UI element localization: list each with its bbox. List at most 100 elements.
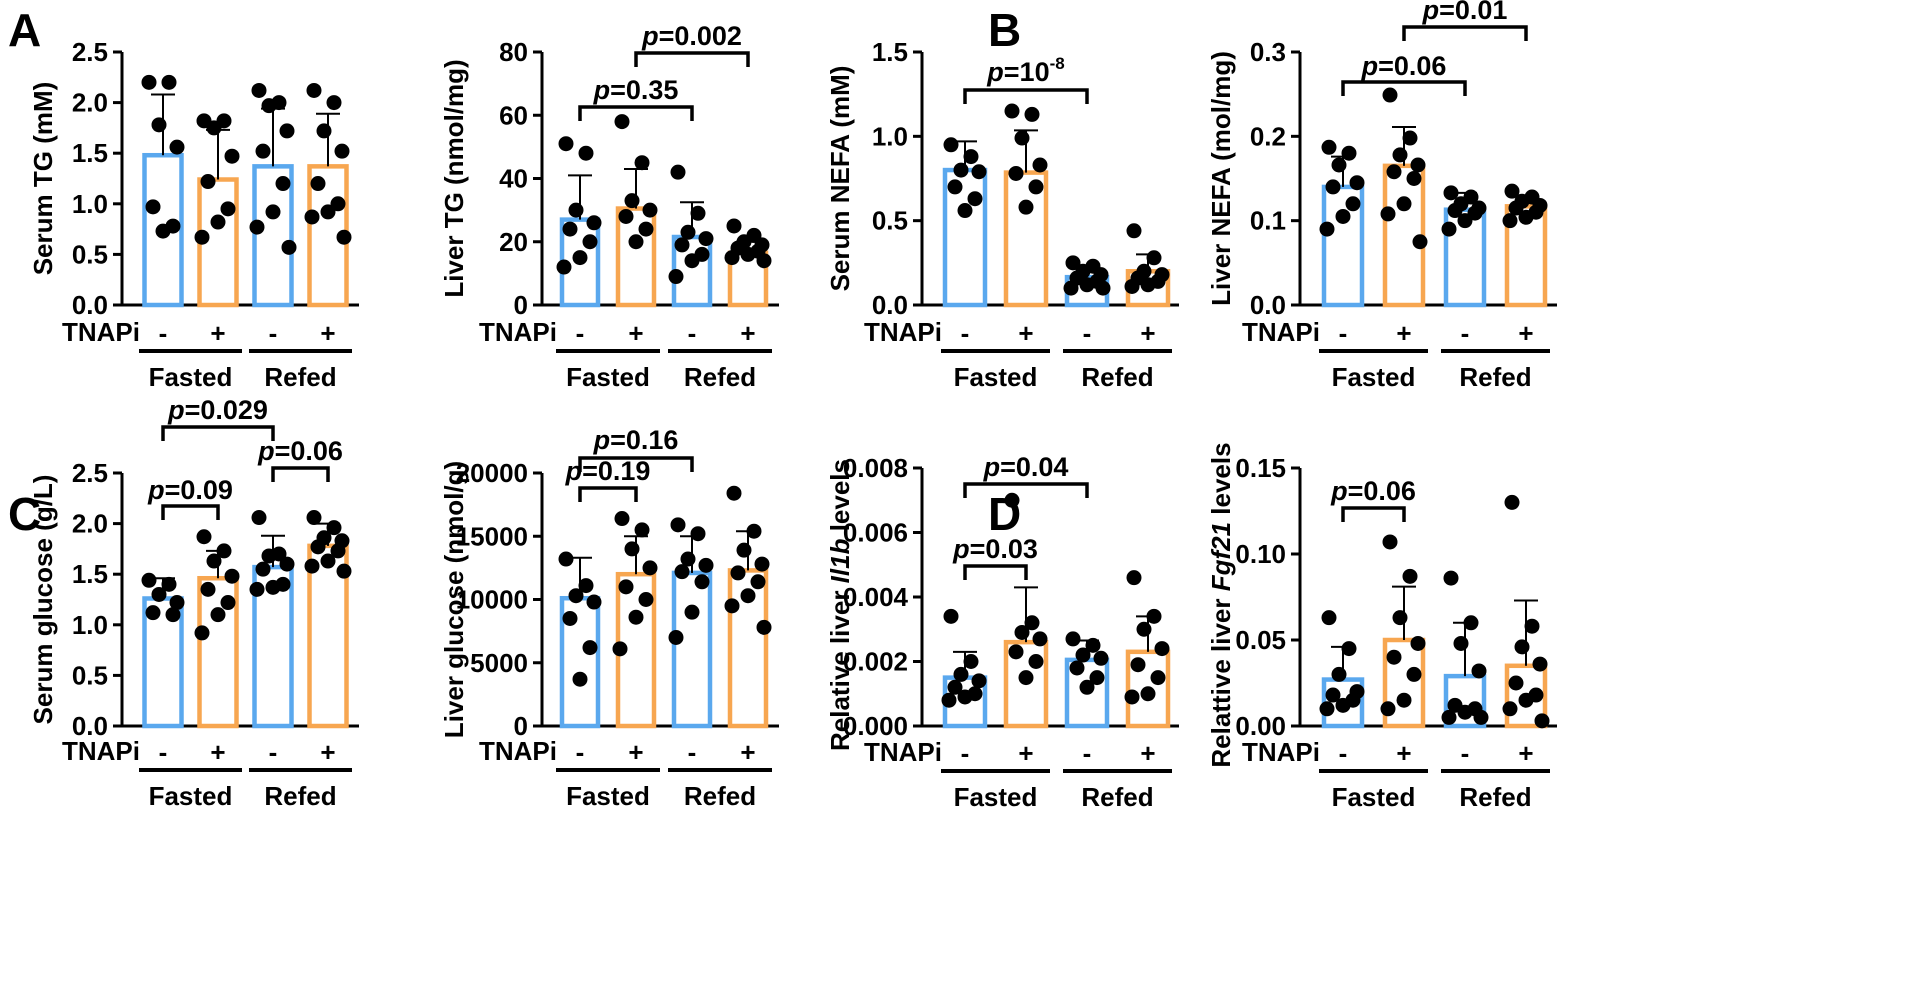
- data-point: [1443, 570, 1459, 586]
- data-point: [957, 689, 973, 705]
- data-point: [151, 117, 167, 133]
- data-point: [326, 520, 342, 536]
- p-value-label: p=0.06: [1361, 51, 1447, 81]
- data-point: [724, 598, 740, 614]
- group-label-fasted: Fasted: [1332, 362, 1416, 392]
- data-point: [674, 237, 690, 253]
- y-tick-label: 10000: [456, 585, 528, 615]
- data-point: [1321, 610, 1337, 626]
- data-point: [326, 95, 342, 111]
- data-point: [161, 576, 177, 592]
- data-point: [1457, 213, 1473, 229]
- treatment-label: TNAPi: [479, 736, 557, 766]
- p-value-label: p=0.35: [593, 75, 679, 105]
- y-axis-title: Relative liver Il1b levels: [825, 459, 855, 751]
- data-point: [1018, 670, 1034, 686]
- p-value-label: p=0.19: [565, 456, 651, 486]
- significance-bracket: [578, 105, 694, 121]
- data-point: [1392, 147, 1408, 163]
- data-point: [578, 578, 594, 594]
- data-point: [1140, 686, 1156, 702]
- data-point: [1382, 87, 1398, 103]
- y-tick-label: 0.5: [872, 206, 908, 236]
- p-value-label: p=0.029: [167, 395, 268, 425]
- data-point: [1402, 130, 1418, 146]
- panel-letter-a: A: [8, 4, 41, 56]
- data-point: [320, 553, 336, 569]
- data-point: [572, 671, 588, 687]
- treatment-sign: +: [210, 318, 225, 348]
- data-point: [1392, 610, 1408, 626]
- data-point: [210, 607, 226, 623]
- y-tick-label: 1.5: [872, 37, 908, 67]
- significance-bracket: [963, 88, 1089, 104]
- data-point: [255, 143, 271, 159]
- data-point: [1441, 221, 1457, 237]
- y-axis-title: Liver TG (nmol/mg): [439, 59, 469, 297]
- data-point: [730, 565, 746, 581]
- data-point: [668, 269, 684, 285]
- treatment-sign: -: [576, 318, 585, 348]
- data-point: [740, 588, 756, 604]
- treatment-label: TNAPi: [864, 737, 942, 767]
- data-point: [1325, 687, 1341, 703]
- y-tick-label: 0.0: [72, 711, 108, 741]
- data-point: [1085, 637, 1101, 653]
- treatment-sign: +: [628, 318, 643, 348]
- data-point: [1146, 608, 1162, 624]
- y-tick-label: 0.2: [1250, 121, 1286, 151]
- group-label-fasted: Fasted: [149, 362, 233, 392]
- group-label-fasted: Fasted: [566, 362, 650, 392]
- data-point: [279, 123, 295, 139]
- data-point: [330, 543, 346, 559]
- treatment-sign: -: [688, 318, 697, 348]
- data-point: [1124, 689, 1140, 705]
- data-point: [638, 592, 654, 607]
- treatment-sign: +: [1518, 318, 1533, 348]
- data-point: [694, 574, 710, 590]
- panel-letter-c: C: [8, 488, 41, 540]
- significance-bracket: [578, 486, 638, 502]
- data-point: [1406, 666, 1422, 682]
- data-point: [1382, 534, 1398, 550]
- treatment-sign: +: [1018, 318, 1033, 348]
- y-tick-label: 1.0: [872, 121, 908, 151]
- treatment-sign: +: [1518, 738, 1533, 768]
- data-point: [963, 654, 979, 669]
- data-point: [151, 586, 167, 602]
- data-point: [746, 523, 762, 539]
- y-tick-label: 1.0: [72, 610, 108, 640]
- treatment-sign: +: [1396, 738, 1411, 768]
- data-point: [1341, 641, 1357, 657]
- data-point: [1032, 157, 1048, 173]
- data-point: [668, 629, 684, 645]
- y-tick-label: 0.0: [1250, 290, 1286, 320]
- data-point: [1441, 709, 1457, 725]
- data-point: [265, 204, 281, 220]
- data-point: [1126, 223, 1142, 239]
- data-point: [306, 82, 322, 98]
- data-point: [1508, 200, 1524, 216]
- data-point: [220, 201, 236, 217]
- y-tick-label: 0.00: [1235, 711, 1286, 741]
- data-point: [336, 229, 352, 245]
- treatment-sign: -: [576, 737, 585, 767]
- data-point: [624, 541, 640, 557]
- data-point: [1331, 157, 1347, 173]
- data-point: [1154, 641, 1170, 657]
- data-point: [1079, 679, 1095, 695]
- data-point: [670, 164, 686, 180]
- group-label-fasted: Fasted: [954, 362, 1038, 392]
- data-point: [1014, 130, 1030, 146]
- data-point: [1331, 666, 1347, 682]
- data-point: [562, 610, 578, 626]
- p-value-label: p=0.04: [983, 452, 1069, 482]
- p-value-label: p=0.002: [641, 21, 742, 51]
- data-point: [206, 553, 222, 569]
- data-point: [255, 561, 271, 577]
- data-point: [726, 218, 742, 234]
- treatment-sign: +: [628, 737, 643, 767]
